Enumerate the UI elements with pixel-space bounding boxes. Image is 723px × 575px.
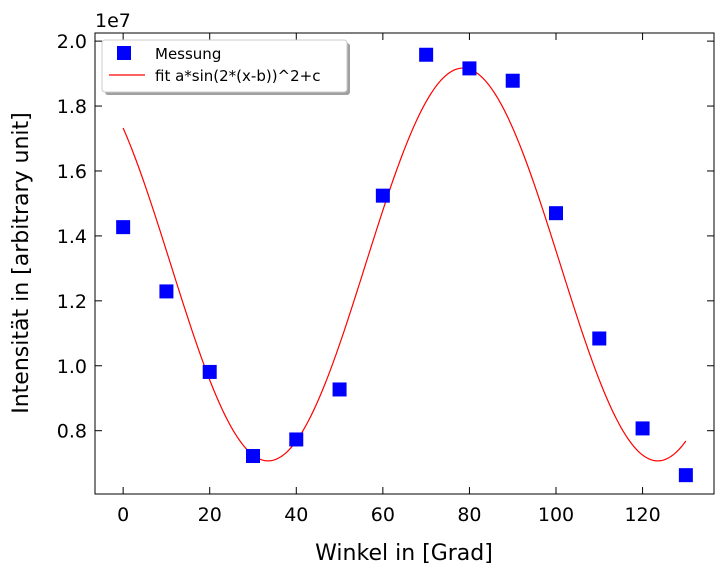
data-point bbox=[462, 61, 477, 76]
y-tick-label: 1.8 bbox=[57, 96, 87, 118]
data-point bbox=[592, 331, 607, 346]
fit-layer bbox=[122, 67, 687, 462]
legend-marker-messung bbox=[117, 46, 131, 60]
legend-label-messung: Messung bbox=[155, 45, 221, 63]
legend: Messung fit a*sin(2*(x-b))^2+c bbox=[101, 39, 350, 95]
data-point bbox=[678, 468, 693, 483]
x-axis: 0 20 40 60 80 100 120 bbox=[117, 33, 661, 526]
x-tick-label: 80 bbox=[457, 504, 481, 526]
y-tick-label: 1.2 bbox=[57, 291, 87, 313]
x-tick-label: 60 bbox=[371, 504, 395, 526]
y-tick-label: 2.0 bbox=[57, 31, 87, 53]
x-tick-label: 120 bbox=[624, 504, 660, 526]
y-tick-label: 1.0 bbox=[57, 356, 87, 378]
data-point bbox=[505, 73, 520, 88]
x-tick-label: 20 bbox=[198, 504, 222, 526]
points-layer bbox=[116, 47, 693, 483]
y-axis-label: Intensität in [arbitrary unit] bbox=[9, 112, 34, 414]
legend-box bbox=[101, 39, 348, 93]
legend-label-fit: fit a*sin(2*(x-b))^2+c bbox=[155, 67, 320, 85]
data-point bbox=[159, 284, 174, 299]
x-tick-label: 100 bbox=[538, 504, 574, 526]
fit-curve bbox=[122, 67, 687, 462]
y-tick-label: 1.4 bbox=[57, 226, 87, 248]
data-point bbox=[246, 449, 260, 464]
x-tick-label: 0 bbox=[117, 504, 129, 526]
y-axis: 0.8 1.0 1.2 1.4 1.6 1.8 2.0 bbox=[57, 31, 714, 443]
y-offset-text: 1e7 bbox=[95, 10, 131, 32]
data-point bbox=[202, 364, 217, 379]
x-axis-label: Winkel in [Grad] bbox=[315, 541, 493, 566]
data-point bbox=[332, 382, 347, 397]
data-point bbox=[549, 206, 563, 221]
data-point bbox=[375, 188, 390, 203]
data-point bbox=[116, 220, 131, 235]
x-tick-label: 40 bbox=[284, 504, 308, 526]
data-point bbox=[289, 432, 304, 447]
data-point bbox=[635, 421, 650, 436]
plot-area bbox=[94, 32, 715, 495]
y-tick-label: 0.8 bbox=[57, 421, 87, 443]
data-point bbox=[419, 47, 434, 62]
y-tick-label: 1.6 bbox=[57, 161, 87, 183]
